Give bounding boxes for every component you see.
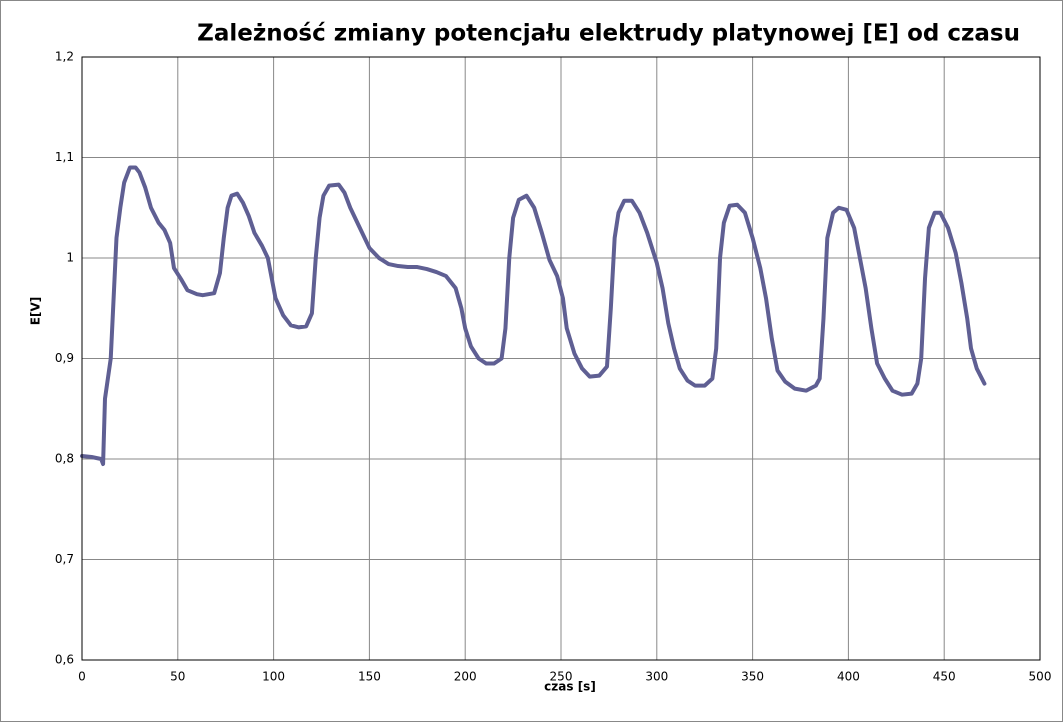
x-tick-label: 450 — [933, 670, 956, 684]
x-axis-title: czas [s] — [544, 680, 596, 694]
x-tick-label: 150 — [358, 670, 381, 684]
y-tick-label: 0,8 — [55, 452, 74, 466]
x-tick-label: 350 — [741, 670, 764, 684]
y-tick-label: 1,2 — [55, 50, 74, 64]
y-tick-label: 0,9 — [55, 351, 74, 365]
x-tick-label: 50 — [170, 670, 185, 684]
x-tick-label: 200 — [454, 670, 477, 684]
data-line — [80, 165, 987, 467]
y-axis-title: E[V] — [29, 297, 43, 325]
chart-title: Zależność zmiany potencjału elektrudy pl… — [197, 21, 1020, 47]
x-tick-label: 400 — [837, 670, 860, 684]
y-tick-label: 1 — [66, 251, 74, 265]
x-tick-label: 0 — [78, 670, 86, 684]
x-tick-label: 300 — [645, 670, 668, 684]
x-tick-label: 250 — [550, 670, 573, 684]
y-tick-label: 0,7 — [55, 552, 74, 566]
y-tick-label: 0,6 — [55, 653, 74, 667]
x-tick-label: 500 — [1029, 670, 1052, 684]
x-tick-label: 100 — [262, 670, 285, 684]
plot-frame — [81, 56, 1041, 661]
y-tick-label: 1,1 — [55, 150, 74, 164]
